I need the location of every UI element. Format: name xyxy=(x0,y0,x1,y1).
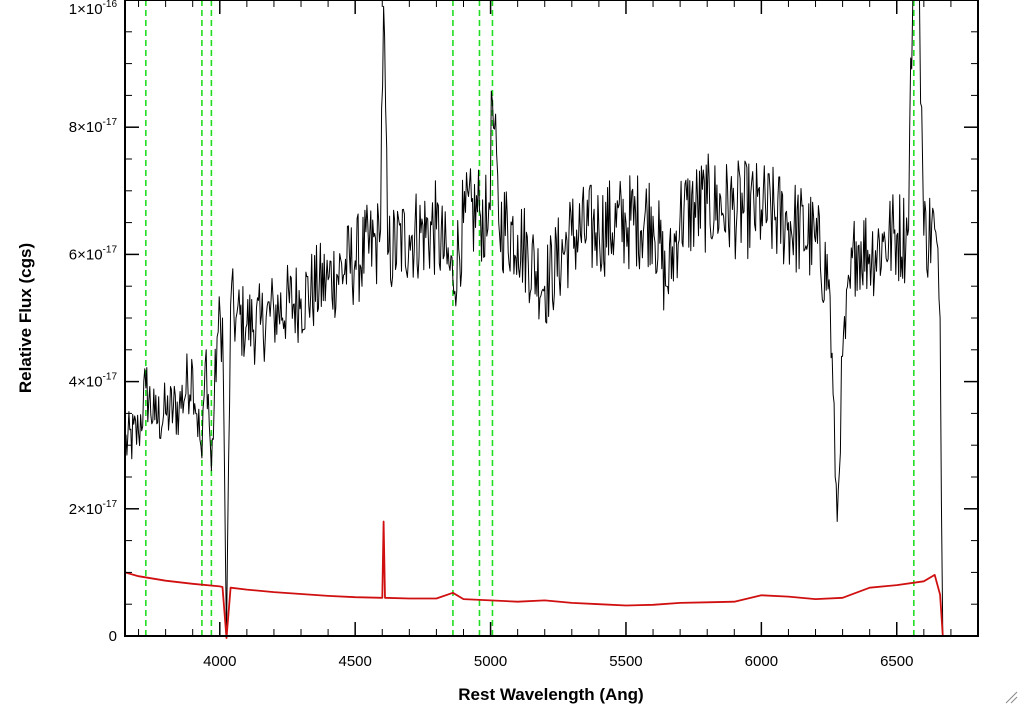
plot-frame xyxy=(124,0,979,637)
x-tick-label: 5500 xyxy=(609,653,642,670)
y-tick-labels: 0 2×10-17 4×10-17 6×10-17 8×10-17 1×10-16 xyxy=(69,0,118,645)
x-axis-title: Rest Wavelength (Ang) xyxy=(458,685,643,704)
y-axis-title: Relative Flux (cgs) xyxy=(16,243,35,393)
y-tick-label: 2×10-17 xyxy=(69,499,118,518)
dashed-line-markers xyxy=(145,0,915,636)
x-tick-label: 4500 xyxy=(338,653,371,670)
x-tick-label: 4000 xyxy=(203,653,236,670)
series-line-1 xyxy=(124,520,978,639)
x-tick-label: 5000 xyxy=(474,653,507,670)
y-tick-label: 4×10-17 xyxy=(69,372,118,391)
axis-ticks xyxy=(125,0,979,637)
x-tick-labels: 4000 4500 5000 5500 6000 6500 xyxy=(203,653,913,670)
spectrum-series xyxy=(124,0,978,639)
resize-grip-icon[interactable] xyxy=(1002,688,1018,704)
y-tick-label: 8×10-17 xyxy=(69,117,118,136)
x-tick-label: 6500 xyxy=(880,653,913,670)
y-tick-label: 6×10-17 xyxy=(69,244,118,263)
y-tick-label: 0 xyxy=(109,628,117,645)
series-line-0 xyxy=(124,0,978,637)
x-tick-label: 6000 xyxy=(745,653,778,670)
y-tick-label: 1×10-16 xyxy=(69,0,118,18)
